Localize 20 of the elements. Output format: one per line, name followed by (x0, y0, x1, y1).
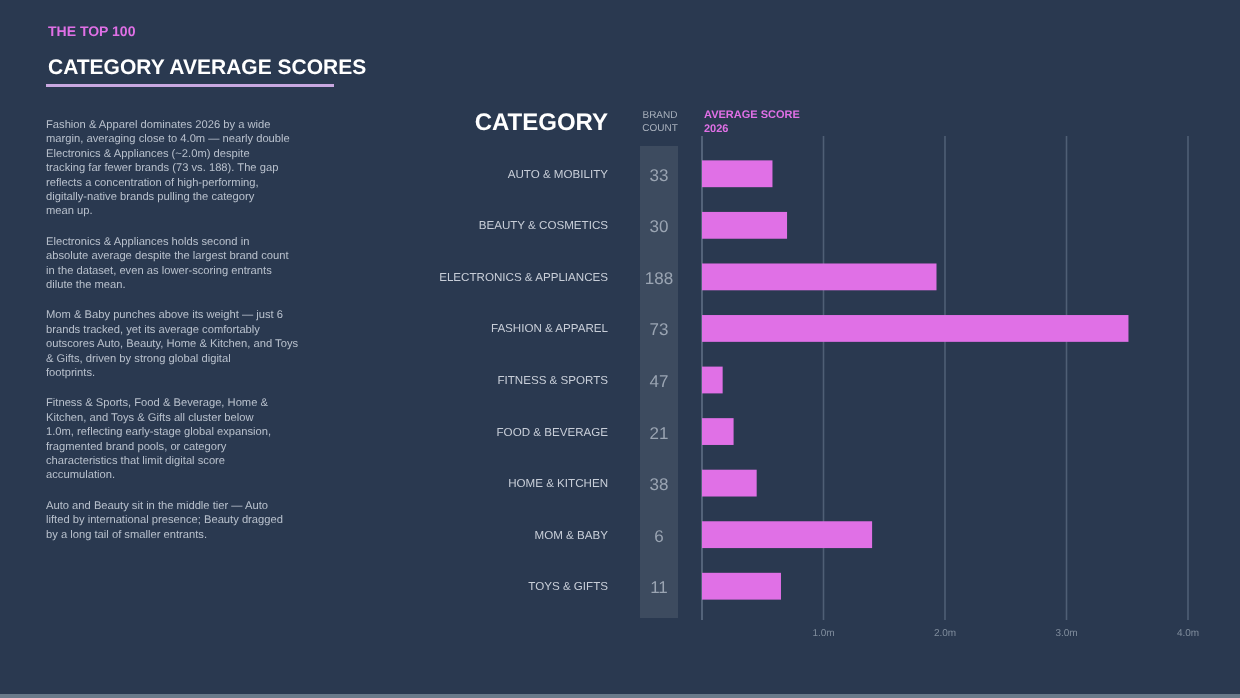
bar (702, 469, 757, 497)
bar (702, 263, 937, 291)
bar (702, 572, 781, 600)
text: CATEGORY AVERAGE SCORES (48, 56, 367, 80)
text: 11 (650, 577, 669, 598)
y-axis-title: CATEGORY (474, 108, 608, 136)
text: 30 (649, 216, 669, 237)
text: 188 (644, 267, 674, 288)
text: 73 (649, 319, 669, 340)
bar (702, 521, 873, 549)
text: 38 (649, 474, 669, 495)
bar (702, 211, 788, 239)
bar (702, 160, 773, 188)
text: 21 (649, 422, 669, 443)
text: 6 (654, 525, 665, 546)
bar (702, 366, 723, 394)
text: 47 (649, 371, 669, 391)
text: 33 (649, 164, 669, 185)
bar (702, 418, 734, 445)
bar (702, 315, 1129, 342)
